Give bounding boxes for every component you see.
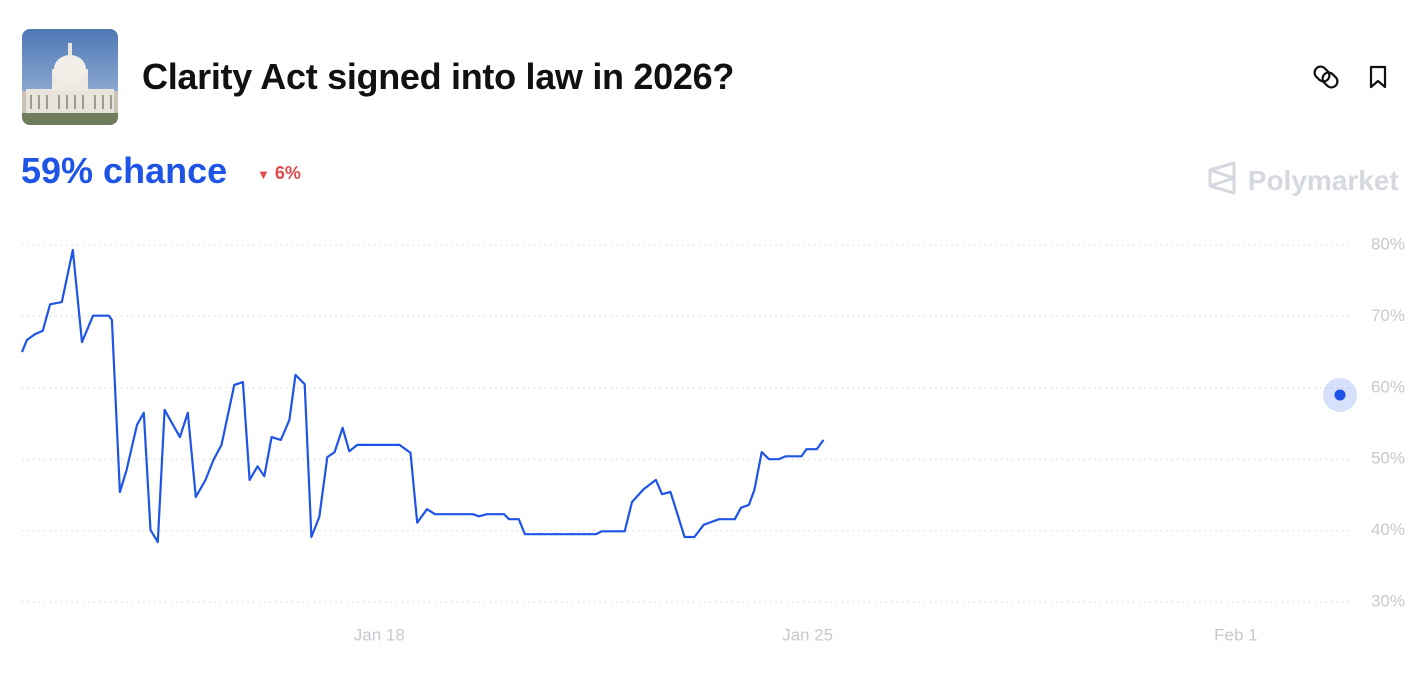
action-icons [1313, 64, 1387, 90]
x-tick-label: Feb 1 [1214, 625, 1257, 644]
line-series [20, 248, 825, 544]
current-chance: 59% chance [21, 150, 228, 191]
change: ▼ 6% [257, 163, 301, 184]
current-dot [1334, 389, 1346, 401]
y-tick-label: 80% [1371, 234, 1405, 253]
capitol-illustration [22, 29, 118, 125]
y-tick-label: 50% [1371, 449, 1405, 468]
market-image [22, 29, 118, 125]
x-tick-label: Jan 18 [354, 625, 405, 644]
change-arrow: ▼ [257, 167, 270, 182]
change-value: 6% [274, 163, 301, 183]
x-tick-label: Jan 25 [782, 625, 833, 644]
actions [1313, 62, 1393, 97]
bookmark-icon[interactable] [1369, 65, 1387, 89]
market-title: Clarity Act signed into law in 2026? [142, 56, 735, 97]
y-tick-label: 70% [1371, 306, 1405, 325]
brand: Polymarket [1206, 160, 1399, 197]
brand-name: Polymarket [1247, 165, 1399, 196]
y-tick-label: 30% [1371, 591, 1405, 610]
y-tick-label: 40% [1371, 520, 1405, 539]
brand-logo [1208, 161, 1236, 195]
y-tick-label: 60% [1371, 377, 1405, 396]
link-icon[interactable] [1313, 64, 1340, 90]
